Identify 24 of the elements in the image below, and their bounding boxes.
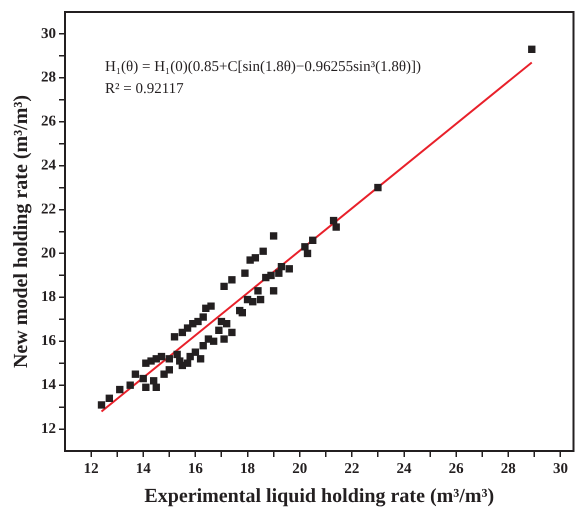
x-tick-label: 12 <box>84 460 99 477</box>
x-tick-label: 30 <box>552 460 568 477</box>
y-tick-label: 22 <box>41 201 56 218</box>
annotation: H₁(θ) = H₁(0)(0.85+C[sin(1.8θ)−0.96255sin³(1.8θ)]) <box>105 58 422 75</box>
y-tick-label: 24 <box>41 158 56 174</box>
y-tick-label: 20 <box>41 245 56 262</box>
x-tick-label: 16 <box>188 460 204 477</box>
x-tick-label: 24 <box>396 460 412 477</box>
y-axis-title: New model holding rate (m³/m³) <box>10 94 32 368</box>
y-tick-label: 14 <box>41 377 56 394</box>
x-tick-label: 28 <box>500 460 516 477</box>
x-tick-label: 18 <box>240 460 256 477</box>
y-tick-label: 16 <box>41 333 56 350</box>
y-tick-label: 18 <box>41 289 56 306</box>
y-tick-label: 28 <box>41 70 56 86</box>
x-tick-label: 26 <box>448 460 464 477</box>
x-tick-label: 20 <box>292 460 308 477</box>
annotation: R² = 0.92117 <box>105 80 184 97</box>
y-tick-label: 12 <box>41 420 56 437</box>
x-axis-title: Experimental liquid holding rate (m³/m³) <box>144 485 494 508</box>
x-tick-label: 22 <box>344 460 360 477</box>
y-tick-label: 30 <box>41 26 56 42</box>
y-tick-label: 26 <box>41 114 56 130</box>
x-tick-label: 14 <box>136 460 152 477</box>
